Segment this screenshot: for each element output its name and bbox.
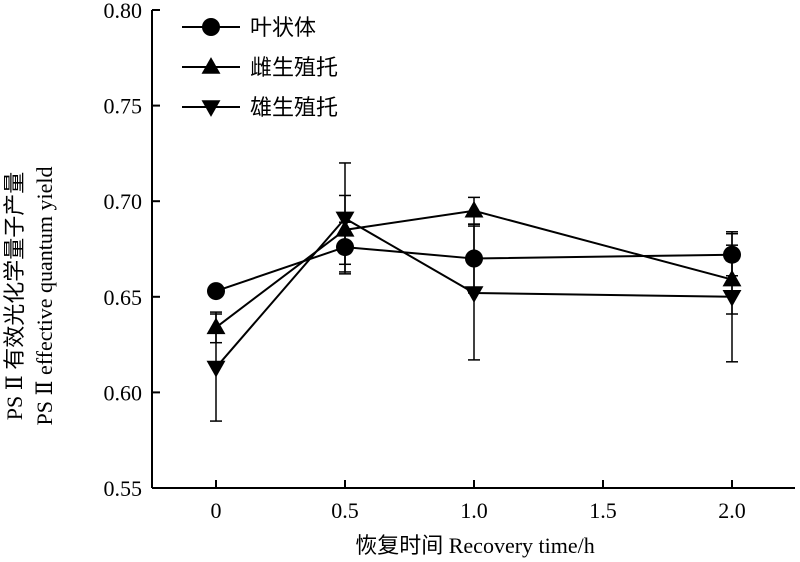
legend-item-2: 雌生殖托 (182, 55, 338, 80)
series-layer (206, 162, 742, 422)
data-point (464, 200, 484, 218)
y-tick-label: 0.70 (104, 189, 143, 214)
series-line (215, 246, 733, 293)
legend-label: 叶状体 (250, 15, 316, 40)
x-tick-label: 2.0 (718, 498, 746, 523)
data-point (207, 282, 225, 301)
y-axis-label-group: PS Ⅱ 有效光化学量子产量 PS Ⅱ effective quantum yi… (2, 167, 57, 426)
x-tick-label: 0.5 (331, 498, 359, 523)
axes: 0.55 0.60 0.65 0.70 0.75 0.80 0 0.5 1.0 1.5 2.0 (104, 0, 795, 523)
data-point (335, 211, 355, 229)
x-tick-label: 1.5 (589, 498, 617, 523)
y-tick-label: 0.65 (104, 285, 143, 310)
series-line (215, 217, 733, 369)
data-point (464, 286, 484, 303)
y-tick-label: 0.55 (104, 476, 143, 501)
x-tick-label: 1.0 (460, 498, 488, 523)
y-axis-label-line2: PS Ⅱ effective quantum yield (32, 167, 57, 426)
legend-label: 雄生殖托 (250, 95, 338, 120)
y-tick-label: 0.80 (104, 0, 143, 23)
data-point (722, 290, 742, 307)
y-tick-label: 0.75 (104, 94, 143, 119)
y-tick-label: 0.60 (104, 380, 143, 405)
legend-marker (202, 18, 220, 36)
series-line (215, 209, 733, 329)
legend-label: 雌生殖托 (250, 55, 338, 80)
series-3 (206, 162, 742, 422)
legend-item-3: 雄生殖托 (182, 95, 338, 120)
legend-marker (201, 100, 221, 117)
x-axis-label: 恢复时间 Recovery time/h (355, 533, 595, 558)
legend-item-1: 叶状体 (182, 15, 316, 40)
data-point (206, 360, 226, 378)
x-tick-label: 0 (211, 498, 222, 523)
y-axis-label-line1: PS Ⅱ 有效光化学量子产量 (2, 172, 27, 420)
legend-marker (201, 57, 221, 74)
